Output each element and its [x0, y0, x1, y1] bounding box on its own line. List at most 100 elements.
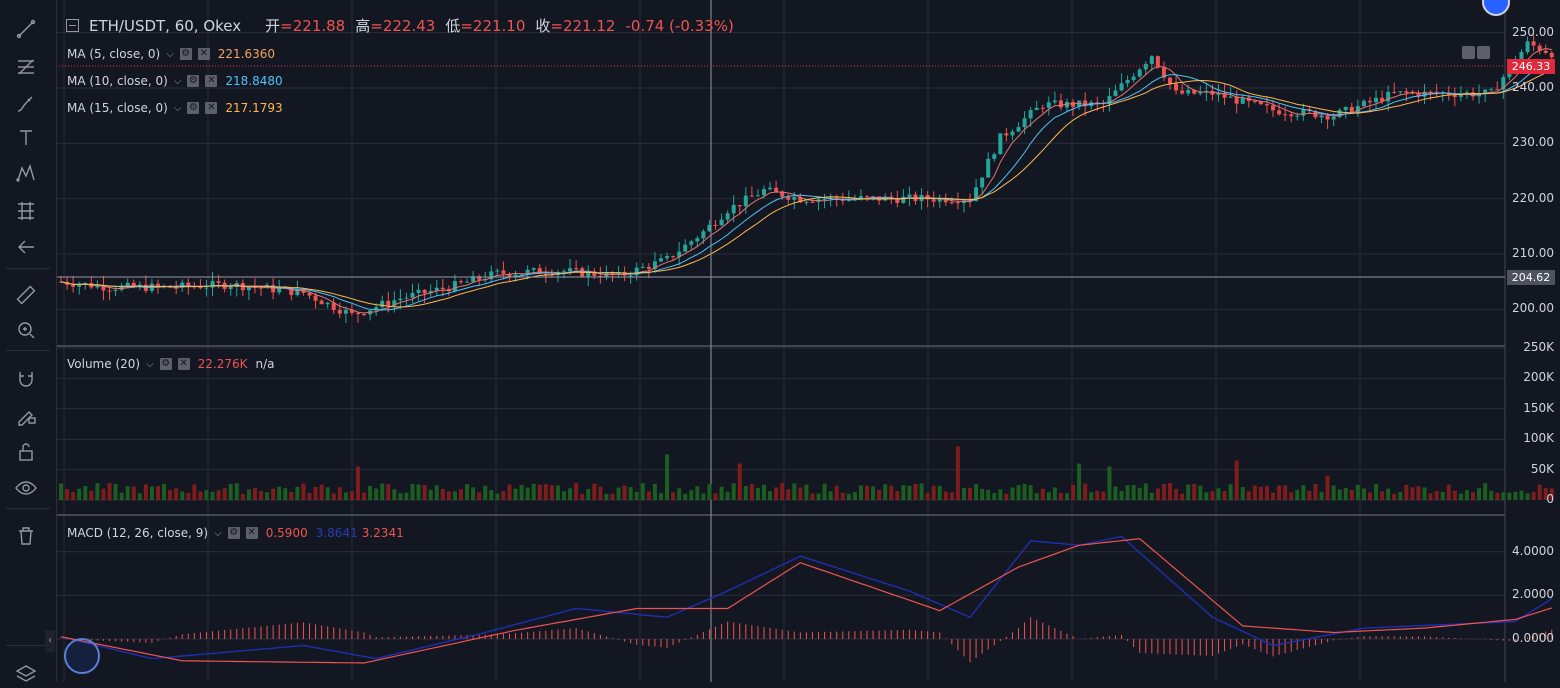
volume-bar — [1198, 485, 1203, 500]
volume-bar — [119, 492, 124, 500]
volume-bar — [586, 488, 591, 500]
candle-body — [313, 295, 318, 301]
pattern-icon[interactable] — [10, 160, 42, 188]
symbol-label[interactable]: ETH/USDT, 60, Okex — [89, 16, 242, 35]
volume-bar — [913, 483, 918, 500]
volume-legend[interactable]: Volume (20) ⌵ ⚙ ✕ 22.276K n/a — [67, 357, 275, 371]
volume-bar — [1416, 486, 1421, 500]
volume-bar — [1374, 484, 1379, 500]
volume-bar — [1161, 484, 1166, 500]
candle-body — [1495, 89, 1500, 91]
magnet-icon[interactable] — [10, 366, 42, 394]
lock-drawing-icon[interactable] — [10, 401, 42, 429]
volume-bar — [204, 490, 209, 500]
volume-bar — [1058, 492, 1063, 500]
candle-body — [858, 196, 863, 199]
candle-body — [434, 287, 439, 291]
price-axis-tick: 250.00 — [1512, 24, 1554, 39]
collapse-toolbar-button[interactable]: ‹ — [45, 630, 55, 652]
close-icon[interactable]: ✕ — [245, 527, 258, 539]
ma5-legend[interactable]: MA (5, close, 0) ⌵ ⚙ ✕ 221.6360 — [67, 47, 275, 61]
volume-axis-tick: 100K — [1523, 431, 1554, 446]
settings-icon[interactable]: ⚙ — [179, 48, 192, 60]
candle-body — [404, 297, 409, 299]
tradingview-logo-icon[interactable] — [64, 638, 100, 674]
volume-bar — [628, 486, 633, 500]
volume-bar — [998, 489, 1003, 500]
close-icon[interactable]: ✕ — [205, 75, 218, 87]
chevron-down-icon[interactable]: ⌵ — [173, 75, 182, 87]
candle-body — [1549, 52, 1554, 58]
volume-bar — [1343, 488, 1348, 500]
chevron-down-icon[interactable]: ⌵ — [166, 48, 174, 60]
chevron-down-icon[interactable]: ⌵ — [214, 527, 222, 539]
candle-body — [1337, 110, 1342, 117]
candle-body — [1277, 110, 1282, 115]
volume-bar — [1246, 491, 1251, 500]
candle-body — [1010, 131, 1015, 136]
chevron-down-icon[interactable]: ⌵ — [146, 358, 154, 370]
candle-body — [562, 271, 567, 273]
chevron-down-icon[interactable]: ⌵ — [173, 102, 182, 114]
candle-body — [749, 195, 754, 197]
prediction-icon[interactable] — [10, 197, 42, 225]
scale-updown-button[interactable] — [1477, 46, 1490, 59]
volume-bar — [537, 484, 542, 500]
volume-bar — [107, 483, 112, 500]
volume-bar — [428, 489, 433, 500]
layers-icon[interactable] — [10, 660, 42, 688]
unlock-icon[interactable] — [10, 438, 42, 466]
settings-icon[interactable]: ⚙ — [159, 358, 172, 370]
volume-bar — [301, 483, 306, 500]
trend-line-icon[interactable] — [10, 15, 42, 43]
close-icon[interactable]: ✕ — [177, 358, 190, 370]
ruler-icon[interactable] — [10, 281, 42, 309]
candle-body — [1131, 76, 1136, 80]
volume-bar — [507, 484, 512, 500]
text-icon[interactable] — [10, 124, 42, 152]
volume-bar — [749, 483, 754, 500]
volume-bar — [852, 492, 857, 500]
candle-body — [755, 195, 760, 197]
volume-bar — [1361, 488, 1366, 500]
candle-body — [574, 268, 579, 270]
settings-icon[interactable]: ⚙ — [187, 102, 200, 114]
macd-axis-tick: 4.0000 — [1512, 543, 1554, 558]
volume-bar — [1549, 488, 1554, 500]
volume-bar — [737, 463, 742, 500]
fib-icon[interactable] — [10, 53, 42, 81]
brush-icon[interactable] — [10, 89, 42, 117]
candle-body — [1374, 97, 1379, 103]
close-icon[interactable]: ✕ — [197, 48, 210, 60]
ma10-legend[interactable]: MA (10, close, 0) ⌵ ⚙ ✕ 218.8480 — [67, 74, 283, 88]
drawing-toolbar — [0, 0, 57, 682]
volume-bar — [974, 484, 979, 500]
zoom-in-icon[interactable] — [10, 316, 42, 344]
volume-bar — [610, 493, 615, 500]
candle-body — [477, 276, 482, 280]
volume-bar — [1489, 490, 1494, 500]
scale-down-button[interactable] — [1462, 46, 1475, 59]
candle-body — [337, 310, 342, 314]
collapse-legend-button[interactable] — [66, 19, 79, 32]
volume-bar — [1446, 484, 1451, 500]
candle-body — [1028, 110, 1033, 119]
candle-body — [671, 256, 676, 258]
close-icon[interactable]: ✕ — [205, 102, 218, 114]
volume-bar — [816, 493, 821, 500]
trash-icon[interactable] — [10, 522, 42, 550]
candle-body — [1210, 90, 1215, 95]
scale-buttons — [1462, 46, 1490, 59]
macd-legend[interactable]: MACD (12, 26, close, 9) ⌵ ⚙ ✕ 0.5900 3.864… — [67, 526, 404, 540]
settings-icon[interactable]: ⚙ — [227, 527, 240, 539]
volume-bar — [325, 487, 330, 500]
volume-bar — [483, 485, 488, 500]
candle-body — [1052, 100, 1057, 103]
candle-body — [1404, 91, 1409, 93]
settings-icon[interactable]: ⚙ — [187, 75, 200, 87]
eye-icon[interactable] — [10, 474, 42, 502]
volume-bar — [362, 492, 367, 500]
back-arrow-icon[interactable] — [10, 233, 42, 261]
ma15-legend[interactable]: MA (15, close, 0) ⌵ ⚙ ✕ 217.1793 — [67, 101, 283, 115]
